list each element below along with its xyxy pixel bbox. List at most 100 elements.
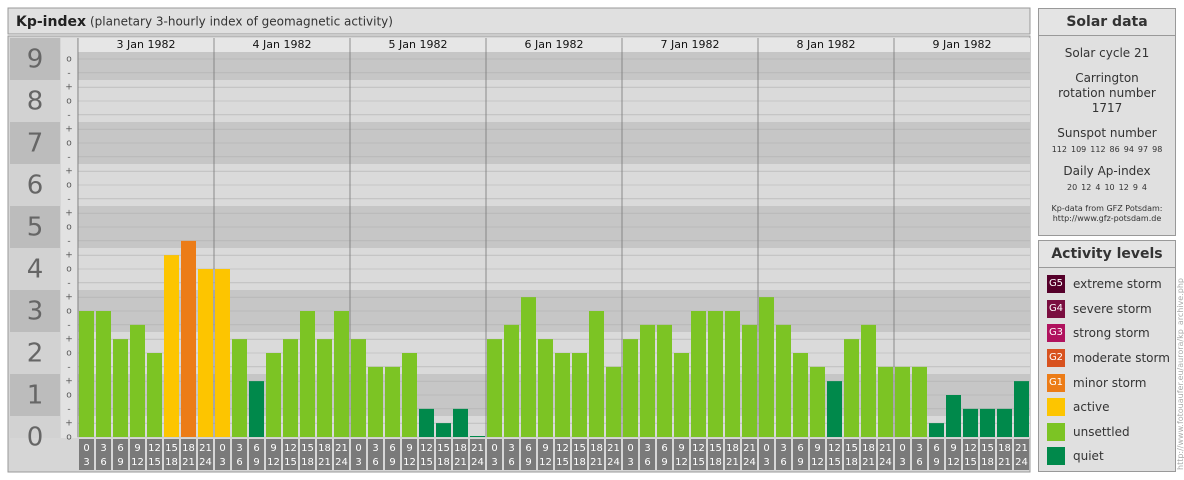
time-box: [1014, 439, 1029, 470]
time-from: 9: [270, 443, 276, 454]
time-box: [164, 439, 179, 470]
kp-bar: [793, 353, 808, 437]
minor-tick-label: -: [67, 110, 70, 120]
kp-bar: [623, 339, 638, 437]
time-to: 6: [780, 457, 786, 468]
kp-bar: [946, 395, 961, 437]
level-item: unsettled: [1039, 420, 1175, 445]
time-from: 3: [780, 443, 786, 454]
time-box: [708, 439, 723, 470]
kp-bar: [487, 339, 502, 437]
kp-bar: [436, 423, 451, 437]
time-to: 21: [318, 457, 331, 468]
time-box: [793, 439, 808, 470]
digit-band: [10, 416, 60, 438]
y-tick-label: 3: [27, 297, 44, 327]
minor-tick-label: -: [67, 68, 70, 78]
y-tick-label: 9: [27, 45, 44, 75]
time-box: [79, 439, 94, 470]
kp-bar: [181, 240, 196, 437]
kp-bar: [844, 339, 859, 437]
kp-bar: [368, 366, 383, 437]
time-box: [657, 439, 672, 470]
time-from: 12: [964, 443, 977, 454]
kp-bar: [725, 311, 740, 437]
time-to: 6: [916, 457, 922, 468]
time-from: 12: [828, 443, 841, 454]
kp-bar: [589, 311, 604, 437]
time-box: [521, 439, 536, 470]
kp-bar: [130, 324, 145, 437]
kp-bar: [402, 353, 417, 437]
time-to: 18: [301, 457, 314, 468]
source-text: Kp-data from GFZ Potsdam:: [1051, 204, 1163, 213]
digit-band: [10, 38, 60, 80]
level-label: strong storm: [1073, 326, 1150, 341]
time-box: [946, 439, 961, 470]
time-to: 21: [454, 457, 467, 468]
time-box: [266, 439, 281, 470]
day-label: 9 Jan 1982: [933, 38, 992, 51]
time-to: 21: [862, 457, 875, 468]
day-label: 3 Jan 1982: [117, 38, 176, 51]
kp-bar: [1014, 381, 1029, 437]
time-to: 18: [709, 457, 722, 468]
digit-band: [10, 122, 60, 164]
time-from: 9: [542, 443, 548, 454]
time-box: [572, 439, 587, 470]
time-to: 24: [199, 457, 212, 468]
minor-tick-label: o: [66, 265, 72, 275]
level-label: quiet: [1073, 449, 1104, 464]
time-box: [368, 439, 383, 470]
digit-band: [10, 206, 60, 248]
minor-tick-label: o: [66, 181, 72, 191]
day-label: 5 Jan 1982: [389, 38, 448, 51]
y-tick-label: 0: [27, 423, 44, 453]
time-to: 15: [828, 457, 841, 468]
time-from: 0: [899, 443, 905, 454]
time-to: 12: [947, 457, 960, 468]
time-from: 18: [726, 443, 739, 454]
level-swatch: G1: [1047, 373, 1065, 392]
time-box: [96, 439, 111, 470]
time-from: 12: [420, 443, 433, 454]
kp-bar: [929, 423, 944, 437]
kp-bar: [232, 339, 247, 437]
time-box: [470, 439, 485, 470]
time-from: 6: [389, 443, 395, 454]
kp-bar: [674, 353, 689, 437]
time-from: 3: [644, 443, 650, 454]
kp-bar: [470, 436, 485, 437]
time-box: [249, 439, 264, 470]
time-from: 9: [134, 443, 140, 454]
time-from: 18: [318, 443, 331, 454]
time-from: 15: [165, 443, 178, 454]
kp-bar: [334, 311, 349, 437]
level-item: G5 extreme storm: [1039, 272, 1175, 297]
time-to: 15: [420, 457, 433, 468]
time-to: 9: [661, 457, 667, 468]
ap-value: 4: [1141, 183, 1148, 192]
time-from: 21: [1015, 443, 1028, 454]
time-to: 24: [743, 457, 756, 468]
kp-bar: [861, 324, 876, 437]
source: Kp-data from GFZ Potsdam: http://www.gfz-…: [1039, 204, 1175, 224]
time-from: 6: [661, 443, 667, 454]
day-label: 6 Jan 1982: [525, 38, 584, 51]
y-tick-label: 5: [27, 213, 44, 243]
time-to: 3: [83, 457, 89, 468]
time-box: [844, 439, 859, 470]
time-to: 9: [117, 457, 123, 468]
time-from: 15: [709, 443, 722, 454]
title: Kp-index: [16, 14, 86, 30]
time-to: 3: [627, 457, 633, 468]
kp-bar: [895, 366, 910, 437]
minor-tick-label: o: [66, 349, 72, 359]
kp-bar: [249, 381, 264, 437]
level-swatch: G3: [1047, 324, 1065, 343]
time-box: [351, 439, 366, 470]
time-box: [912, 439, 927, 470]
minor-tick-label: o: [66, 223, 72, 233]
kp-bar: [283, 339, 298, 437]
subtitle: (planetary 3-hourly index of geomagnetic…: [90, 15, 393, 29]
